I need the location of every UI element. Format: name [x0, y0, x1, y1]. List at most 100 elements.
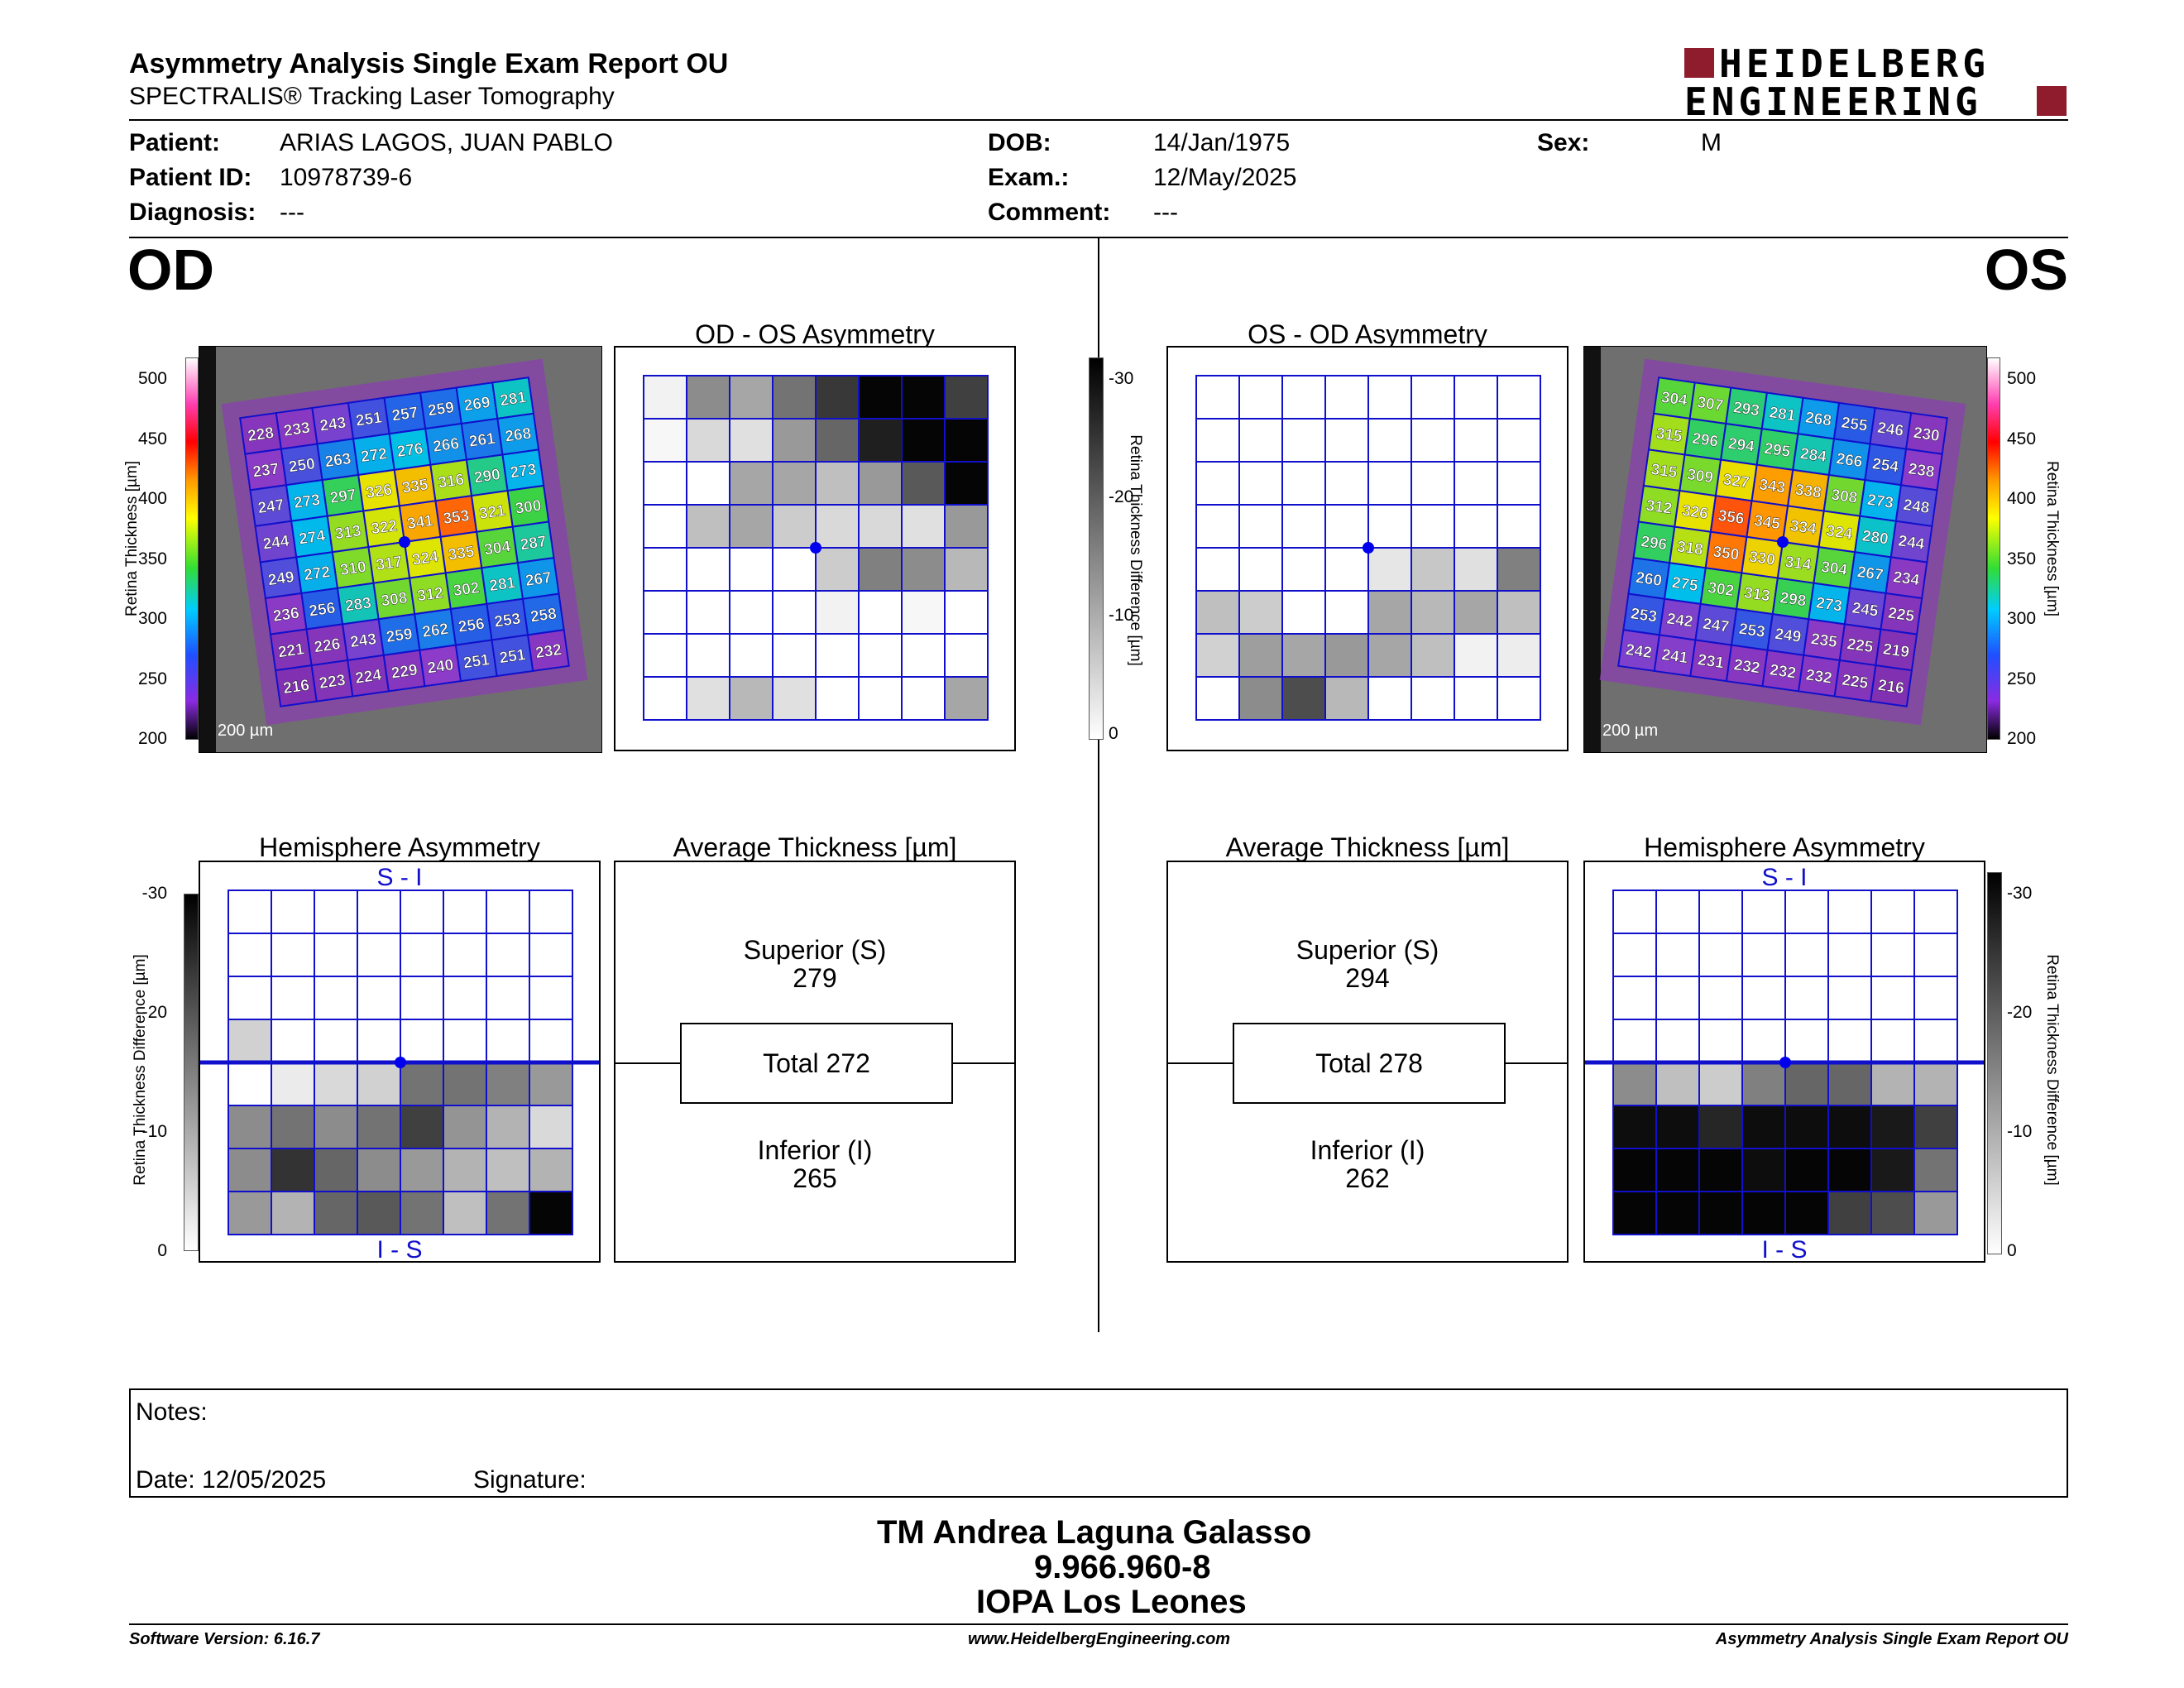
- os-hemi-cell-0-4: [1784, 890, 1829, 934]
- od-hemi-cell-6-1: [271, 1148, 315, 1192]
- os-map-value-4-4: 314: [1784, 554, 1813, 574]
- od-avg-superior-value: 279: [793, 963, 837, 993]
- dob-value: 14/Jan/1975: [1153, 129, 1291, 156]
- os-od-cell-6-3: [1324, 633, 1369, 678]
- os-map-value-1-4: 284: [1799, 445, 1828, 466]
- center-diff-label: Retina Thickness Difference [µm]: [1127, 434, 1144, 666]
- os-hemi-panel: S - I I - S: [1583, 861, 1985, 1264]
- os-od-cell-0-4: [1367, 375, 1412, 420]
- os-od-cell-2-7: [1497, 461, 1541, 506]
- os-hemi-scale: -30 -20 -10 0 Retina Thickness Difference […: [1985, 869, 2068, 1260]
- od-hemi-tick-3: 0: [157, 1241, 167, 1260]
- od-os-cell-6-6: [901, 633, 946, 678]
- center-diff-tick-2: -10: [1109, 606, 1134, 625]
- od-os-cell-4-0: [643, 547, 687, 592]
- os-od-cell-0-5: [1410, 375, 1455, 420]
- os-map-value-3-5: 324: [1825, 522, 1854, 543]
- os-map-value-3-4: 334: [1789, 517, 1818, 538]
- os-hemi-cell-7-7: [1913, 1191, 1958, 1235]
- od-os-cell-3-3: [772, 504, 817, 549]
- os-hemi-cell-1-0: [1612, 933, 1657, 977]
- comment-value: ---: [1153, 199, 1178, 226]
- os-map-value-2-4: 338: [1794, 482, 1822, 502]
- os-od-grid-svg: [1195, 375, 1541, 721]
- od-thickness-tick-6: 200: [137, 729, 167, 748]
- od-os-cell-4-5: [858, 547, 903, 592]
- os-hemi-cell-6-7: [1913, 1148, 1958, 1192]
- od-avg-total-box: Total 272: [680, 1023, 953, 1104]
- od-map-value-6-3: 259: [386, 626, 414, 646]
- os-od-cell-4-0: [1195, 547, 1240, 592]
- od-os-cell-6-5: [858, 633, 903, 678]
- od-map-value-3-7: 300: [514, 497, 542, 518]
- os-map-value-1-3: 295: [1763, 440, 1792, 461]
- od-hemi-cell-2-4: [400, 976, 444, 1020]
- od-os-cell-1-2: [729, 418, 774, 463]
- os-map-value-7-4: 232: [1769, 661, 1797, 682]
- os-hemi-cell-5-5: [1827, 1105, 1872, 1149]
- od-map-value-4-0: 249: [267, 568, 295, 589]
- os-map-value-7-3: 232: [1732, 656, 1760, 677]
- od-hemi-scale: -30 -20 -10 0 Retina Thickness Difference […: [124, 869, 199, 1260]
- od-avg-panel: Superior (S) 279 Total 272 Inferior (I) …: [614, 861, 1016, 1263]
- notes-date: Date: 12/05/2025: [136, 1466, 327, 1494]
- os-avg-inferior-label: Inferior (I): [1310, 1135, 1425, 1165]
- footer-rule: [129, 1623, 2068, 1625]
- diagnosis-label: Diagnosis:: [129, 199, 256, 226]
- od-map-value-5-7: 267: [524, 569, 553, 590]
- od-avg-title: Average Thickness [µm]: [673, 832, 957, 862]
- od-map-value-4-4: 324: [411, 549, 440, 569]
- od-hemi-cell-0-7: [529, 890, 573, 934]
- os-od-cell-6-7: [1497, 633, 1541, 678]
- os-hemi-tick-3: 0: [2007, 1241, 2017, 1260]
- footer-website[interactable]: www.HeidelbergEngineering.com: [968, 1630, 1231, 1648]
- os-od-cell-0-2: [1281, 375, 1326, 420]
- od-os-cell-0-5: [858, 375, 903, 420]
- od-os-cell-7-3: [772, 676, 817, 721]
- os-map-value-7-0: 242: [1625, 641, 1653, 662]
- od-hemi-cell-3-0: [228, 1019, 272, 1063]
- od-hemi-cell-6-6: [486, 1148, 530, 1192]
- od-hemi-cell-0-0: [228, 890, 272, 934]
- notes-box: Notes: Date: 12/05/2025 Signature:: [129, 1388, 2068, 1498]
- os-map-value-1-5: 266: [1835, 450, 1863, 471]
- od-os-cell-4-1: [686, 547, 730, 592]
- os-hemi-cell-5-4: [1784, 1105, 1829, 1149]
- od-map-value-2-1: 273: [293, 492, 321, 512]
- os-od-cell-7-2: [1281, 676, 1326, 721]
- od-map-value-4-6: 304: [483, 538, 512, 559]
- od-hemi-cell-1-4: [400, 933, 444, 977]
- od-hemi-cell-1-5: [443, 933, 487, 977]
- os-od-cell-4-6: [1454, 547, 1498, 592]
- os-od-cell-3-1: [1238, 504, 1283, 549]
- od-map-fovea: [399, 536, 410, 548]
- od-os-cell-7-2: [729, 676, 774, 721]
- os-map-value-6-7: 219: [1882, 640, 1910, 661]
- os-map-value-6-1: 242: [1665, 611, 1693, 631]
- patient-rule: [129, 237, 2068, 238]
- od-map-value-0-4: 257: [390, 404, 419, 424]
- od-hemi-colorbar: [184, 894, 199, 1251]
- od-os-cell-4-3: [772, 547, 817, 592]
- od-map-value-4-7: 287: [520, 533, 548, 554]
- logo-line1: HEIDELBERG: [1719, 41, 1990, 86]
- od-hemi-cell-3-6: [486, 1019, 530, 1063]
- os-od-cell-7-4: [1367, 676, 1412, 721]
- od-map-value-5-3: 308: [380, 589, 408, 610]
- center-divider: [1098, 238, 1099, 1332]
- os-hemi-cell-2-6: [1870, 976, 1915, 1020]
- os-od-fovea-dot: [1363, 542, 1374, 554]
- od-hemi-cell-6-2: [314, 1148, 358, 1192]
- od-os-title: OD - OS Asymmetry: [695, 319, 935, 349]
- od-map-value-5-0: 236: [272, 605, 300, 626]
- os-hemi-cell-7-1: [1655, 1191, 1700, 1235]
- os-hemi-cell-3-5: [1827, 1019, 1872, 1063]
- patient-id-label: Patient ID:: [129, 164, 252, 191]
- os-map-fovea: [1777, 536, 1789, 548]
- od-os-cell-7-5: [858, 676, 903, 721]
- od-hemi-cell-4-4: [400, 1062, 444, 1106]
- eye-label-od: OD: [127, 237, 214, 302]
- od-os-cell-6-4: [815, 633, 860, 678]
- od-hemi-cell-6-7: [529, 1148, 573, 1192]
- od-os-cell-4-2: [729, 547, 774, 592]
